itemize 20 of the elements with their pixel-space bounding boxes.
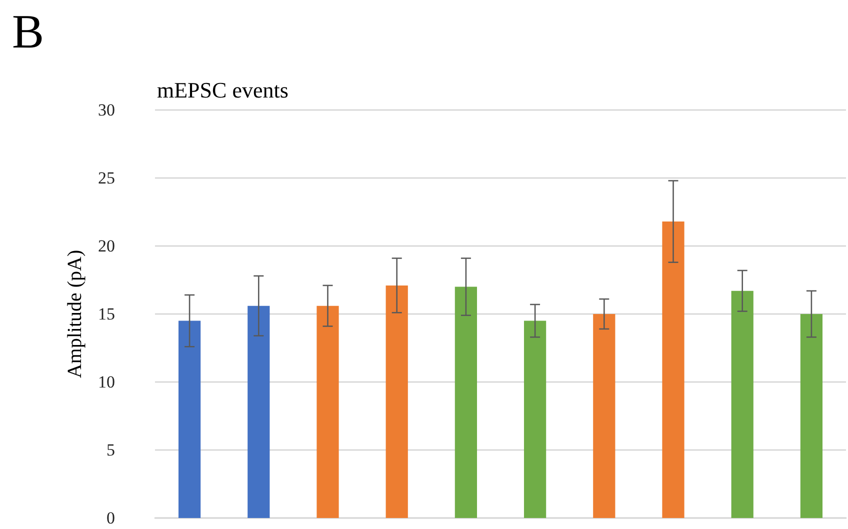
bar [248, 306, 270, 518]
bar [316, 306, 339, 518]
y-tick-label: 30 [98, 100, 115, 120]
bar [454, 286, 478, 518]
y-tick-label: 25 [98, 168, 115, 188]
bar [731, 290, 754, 518]
y-tick-label: 0 [106, 508, 115, 528]
chart-title: mEPSC events [157, 78, 288, 102]
bar [593, 314, 616, 518]
y-tick-label: 20 [98, 236, 115, 256]
bar [524, 320, 546, 518]
y-axis-title: Amplitude (pA) [64, 250, 86, 378]
y-tick-label: 15 [98, 304, 115, 324]
bar [386, 285, 408, 518]
bar [178, 320, 201, 518]
bar [662, 222, 684, 518]
text: B [12, 6, 44, 58]
bar [800, 314, 823, 518]
y-tick-label: 5 [106, 440, 115, 460]
y-tick-label: 10 [98, 372, 115, 392]
